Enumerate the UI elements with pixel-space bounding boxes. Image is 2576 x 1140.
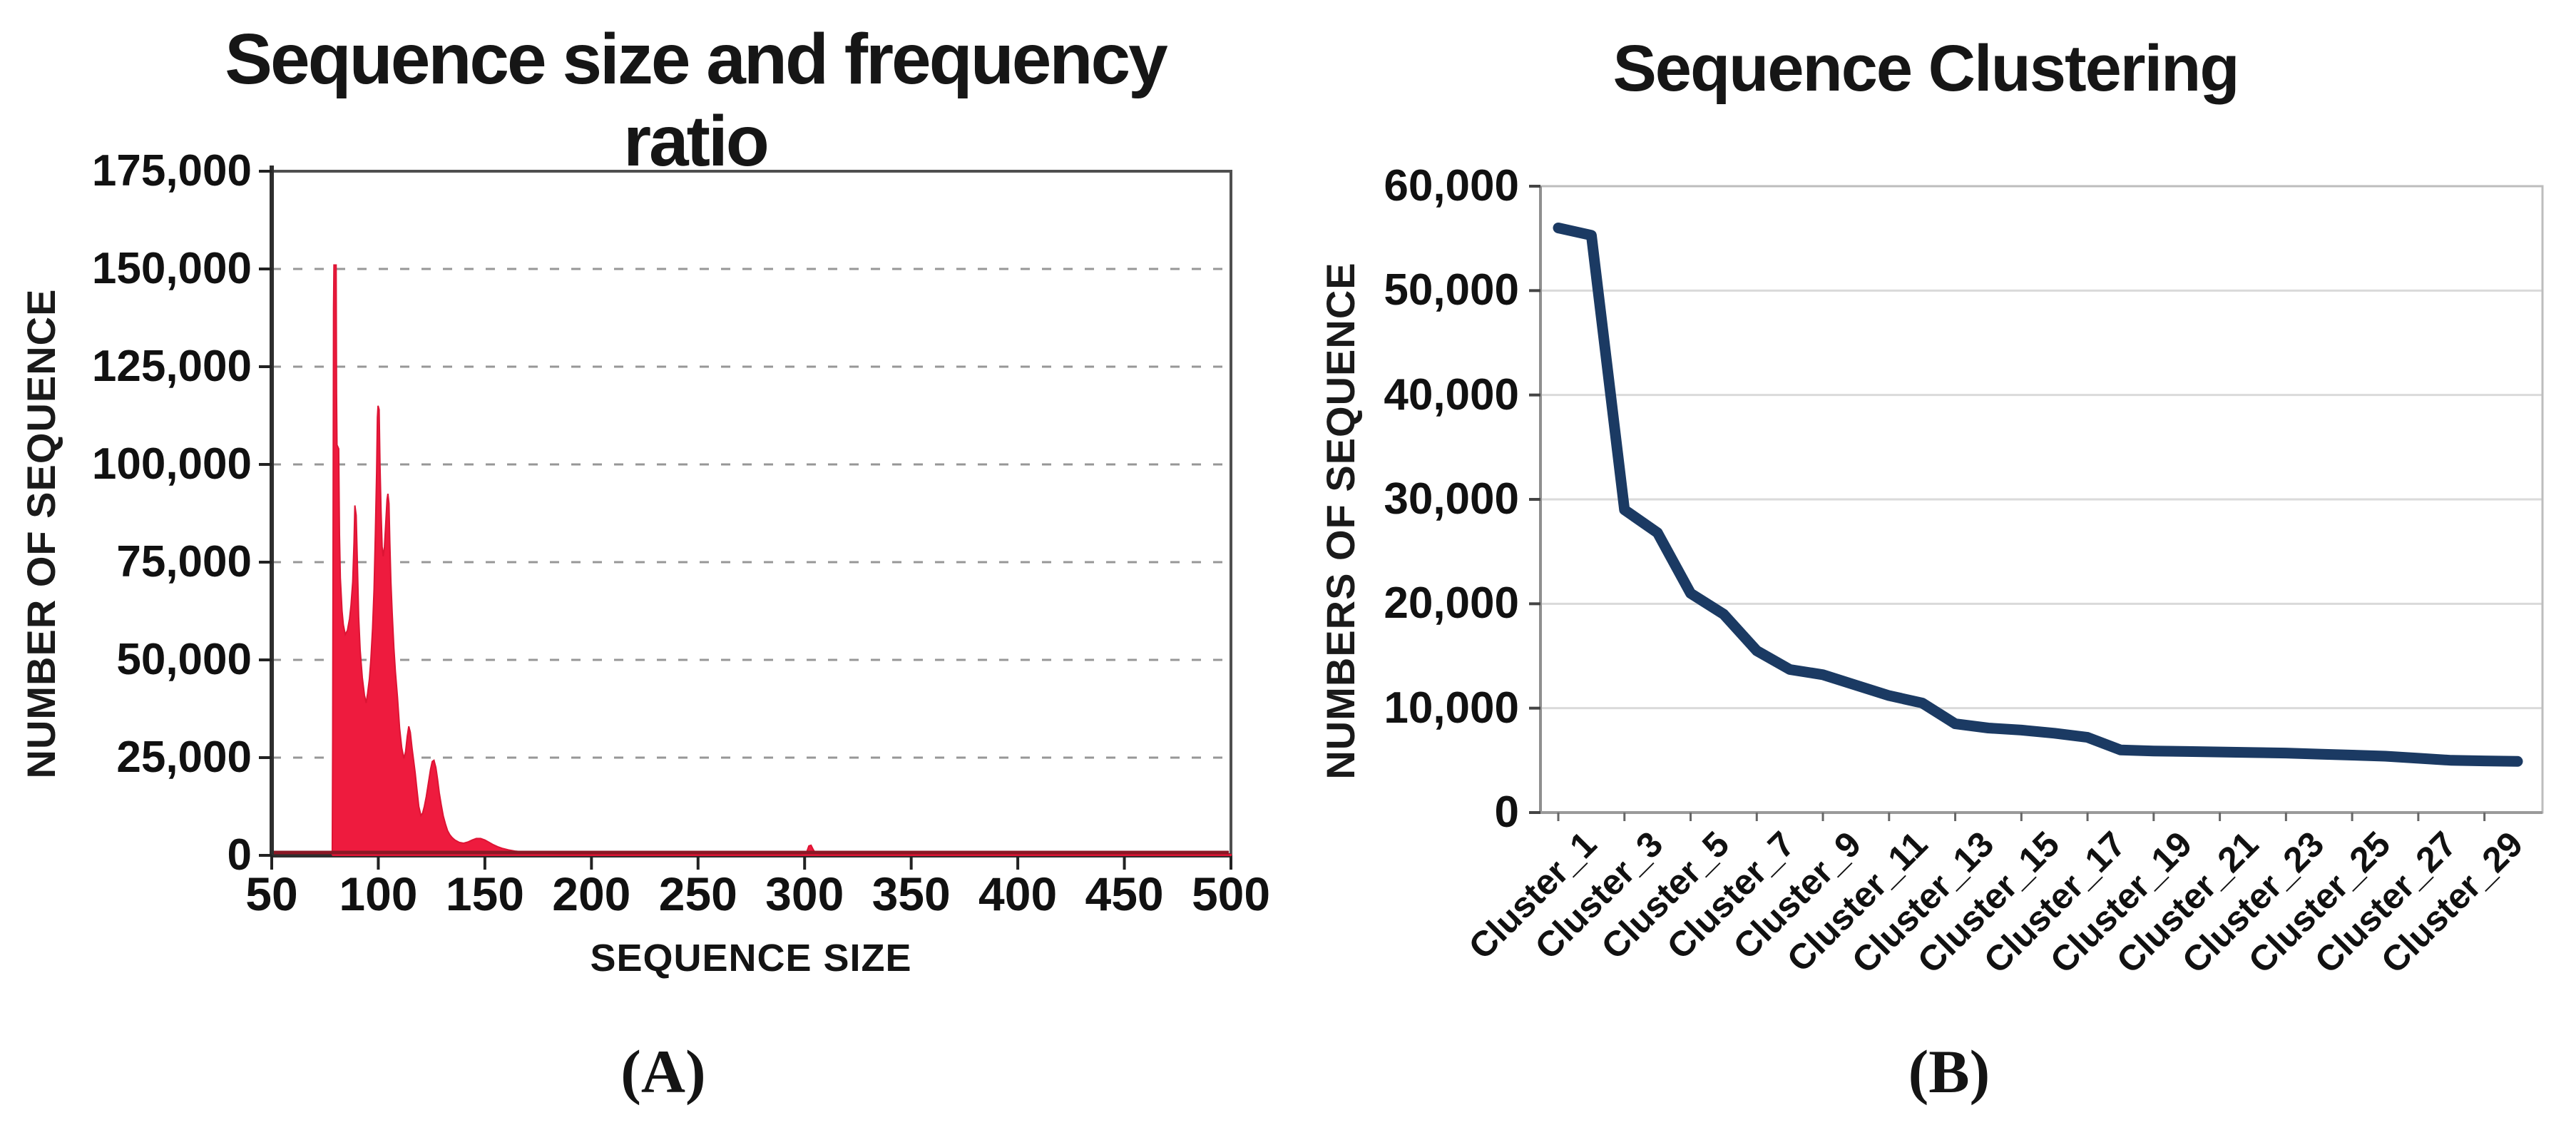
y-tick-label-a: 100,000 bbox=[91, 439, 252, 489]
x-tick-label-a: 50 bbox=[245, 867, 298, 920]
x-tick-label-a: 350 bbox=[872, 867, 951, 920]
y-tick-label-b: 30,000 bbox=[1384, 474, 1519, 524]
chart-b-title: Sequence Clustering bbox=[1612, 32, 2239, 105]
y-tick-label-a: 125,000 bbox=[91, 342, 252, 391]
plot-border-a bbox=[270, 170, 1232, 857]
x-tick-label-a: 200 bbox=[552, 867, 631, 920]
clustering-line-series bbox=[1553, 223, 2523, 767]
y-tick-label-b: 10,000 bbox=[1384, 683, 1519, 733]
caption-b: (B) bbox=[1908, 1037, 1990, 1106]
y-tick-label-a: 50,000 bbox=[116, 635, 252, 684]
x-tick-label-a: 450 bbox=[1085, 867, 1164, 920]
chart-a-title: Sequence size and frequency ratio bbox=[225, 19, 1168, 181]
x-tick-label-a: 100 bbox=[339, 867, 418, 920]
y-tick-label-a: 25,000 bbox=[116, 733, 252, 782]
y-tick-label-a: 175,000 bbox=[91, 146, 252, 195]
x-tick-label-a: 500 bbox=[1191, 867, 1271, 920]
histogram-series bbox=[331, 264, 1232, 856]
chart-a-x-axis-title: SEQUENCE SIZE bbox=[590, 937, 912, 979]
x-tick-label-a: 300 bbox=[765, 867, 844, 920]
y-tick-label-a: 0 bbox=[227, 830, 252, 880]
y-tick-label-b: 40,000 bbox=[1384, 370, 1519, 419]
x-tick-label-a: 150 bbox=[445, 867, 524, 920]
y-tick-label-b: 0 bbox=[1494, 788, 1519, 837]
x-tick-label-a: 400 bbox=[978, 867, 1058, 920]
y-tick-label-a: 75,000 bbox=[116, 537, 252, 586]
x-tick-label-a: 250 bbox=[658, 867, 737, 920]
y-tick-label-b: 60,000 bbox=[1384, 161, 1519, 210]
y-tick-label-b: 50,000 bbox=[1384, 265, 1519, 315]
y-tick-label-a: 150,000 bbox=[91, 244, 252, 293]
caption-a: (A) bbox=[620, 1037, 706, 1106]
y-tick-label-b: 20,000 bbox=[1384, 579, 1519, 628]
